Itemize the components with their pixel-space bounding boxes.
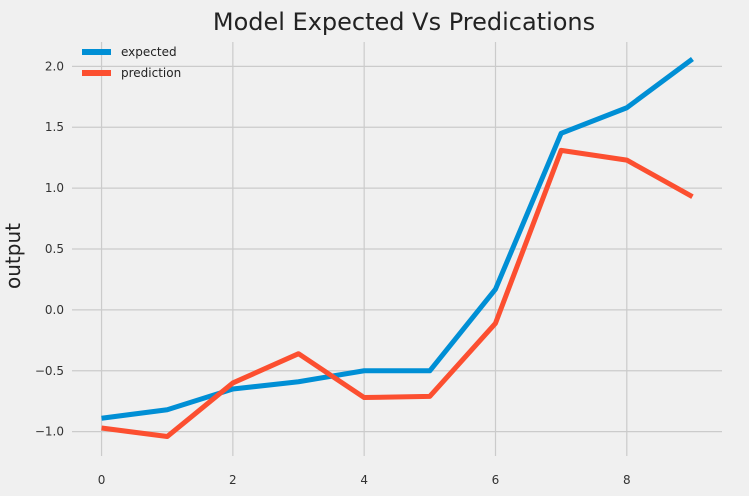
y-tick-label: 2.0 bbox=[45, 59, 64, 73]
y-tick-label: −0.5 bbox=[35, 364, 64, 378]
y-tick-label: −1.0 bbox=[35, 425, 64, 439]
x-tick-label: 4 bbox=[360, 473, 368, 487]
series-line-prediction bbox=[101, 147, 694, 440]
series-line-expected bbox=[101, 57, 694, 421]
tick-layer: −1.0 −0.5 0.0 0.5 1.0 1.5 2.0 0 2 4 6 8 bbox=[35, 59, 631, 487]
legend-label-expected: expected bbox=[121, 45, 177, 59]
x-tick-label: 2 bbox=[229, 473, 237, 487]
y-axis-label: output bbox=[1, 223, 25, 289]
legend-label-prediction: prediction bbox=[121, 66, 181, 80]
grid-layer bbox=[72, 42, 722, 456]
y-tick-label: 0.5 bbox=[45, 242, 64, 256]
x-tick-label: 0 bbox=[98, 473, 106, 487]
legend: expected prediction bbox=[82, 45, 181, 80]
y-tick-label: 0.0 bbox=[45, 303, 64, 317]
x-tick-label: 8 bbox=[623, 473, 631, 487]
y-tick-label: 1.5 bbox=[45, 120, 64, 134]
chart-title: Model Expected Vs Predications bbox=[213, 8, 595, 36]
y-tick-label: 1.0 bbox=[45, 181, 64, 195]
x-tick-label: 6 bbox=[492, 473, 500, 487]
series-layer bbox=[101, 57, 694, 440]
